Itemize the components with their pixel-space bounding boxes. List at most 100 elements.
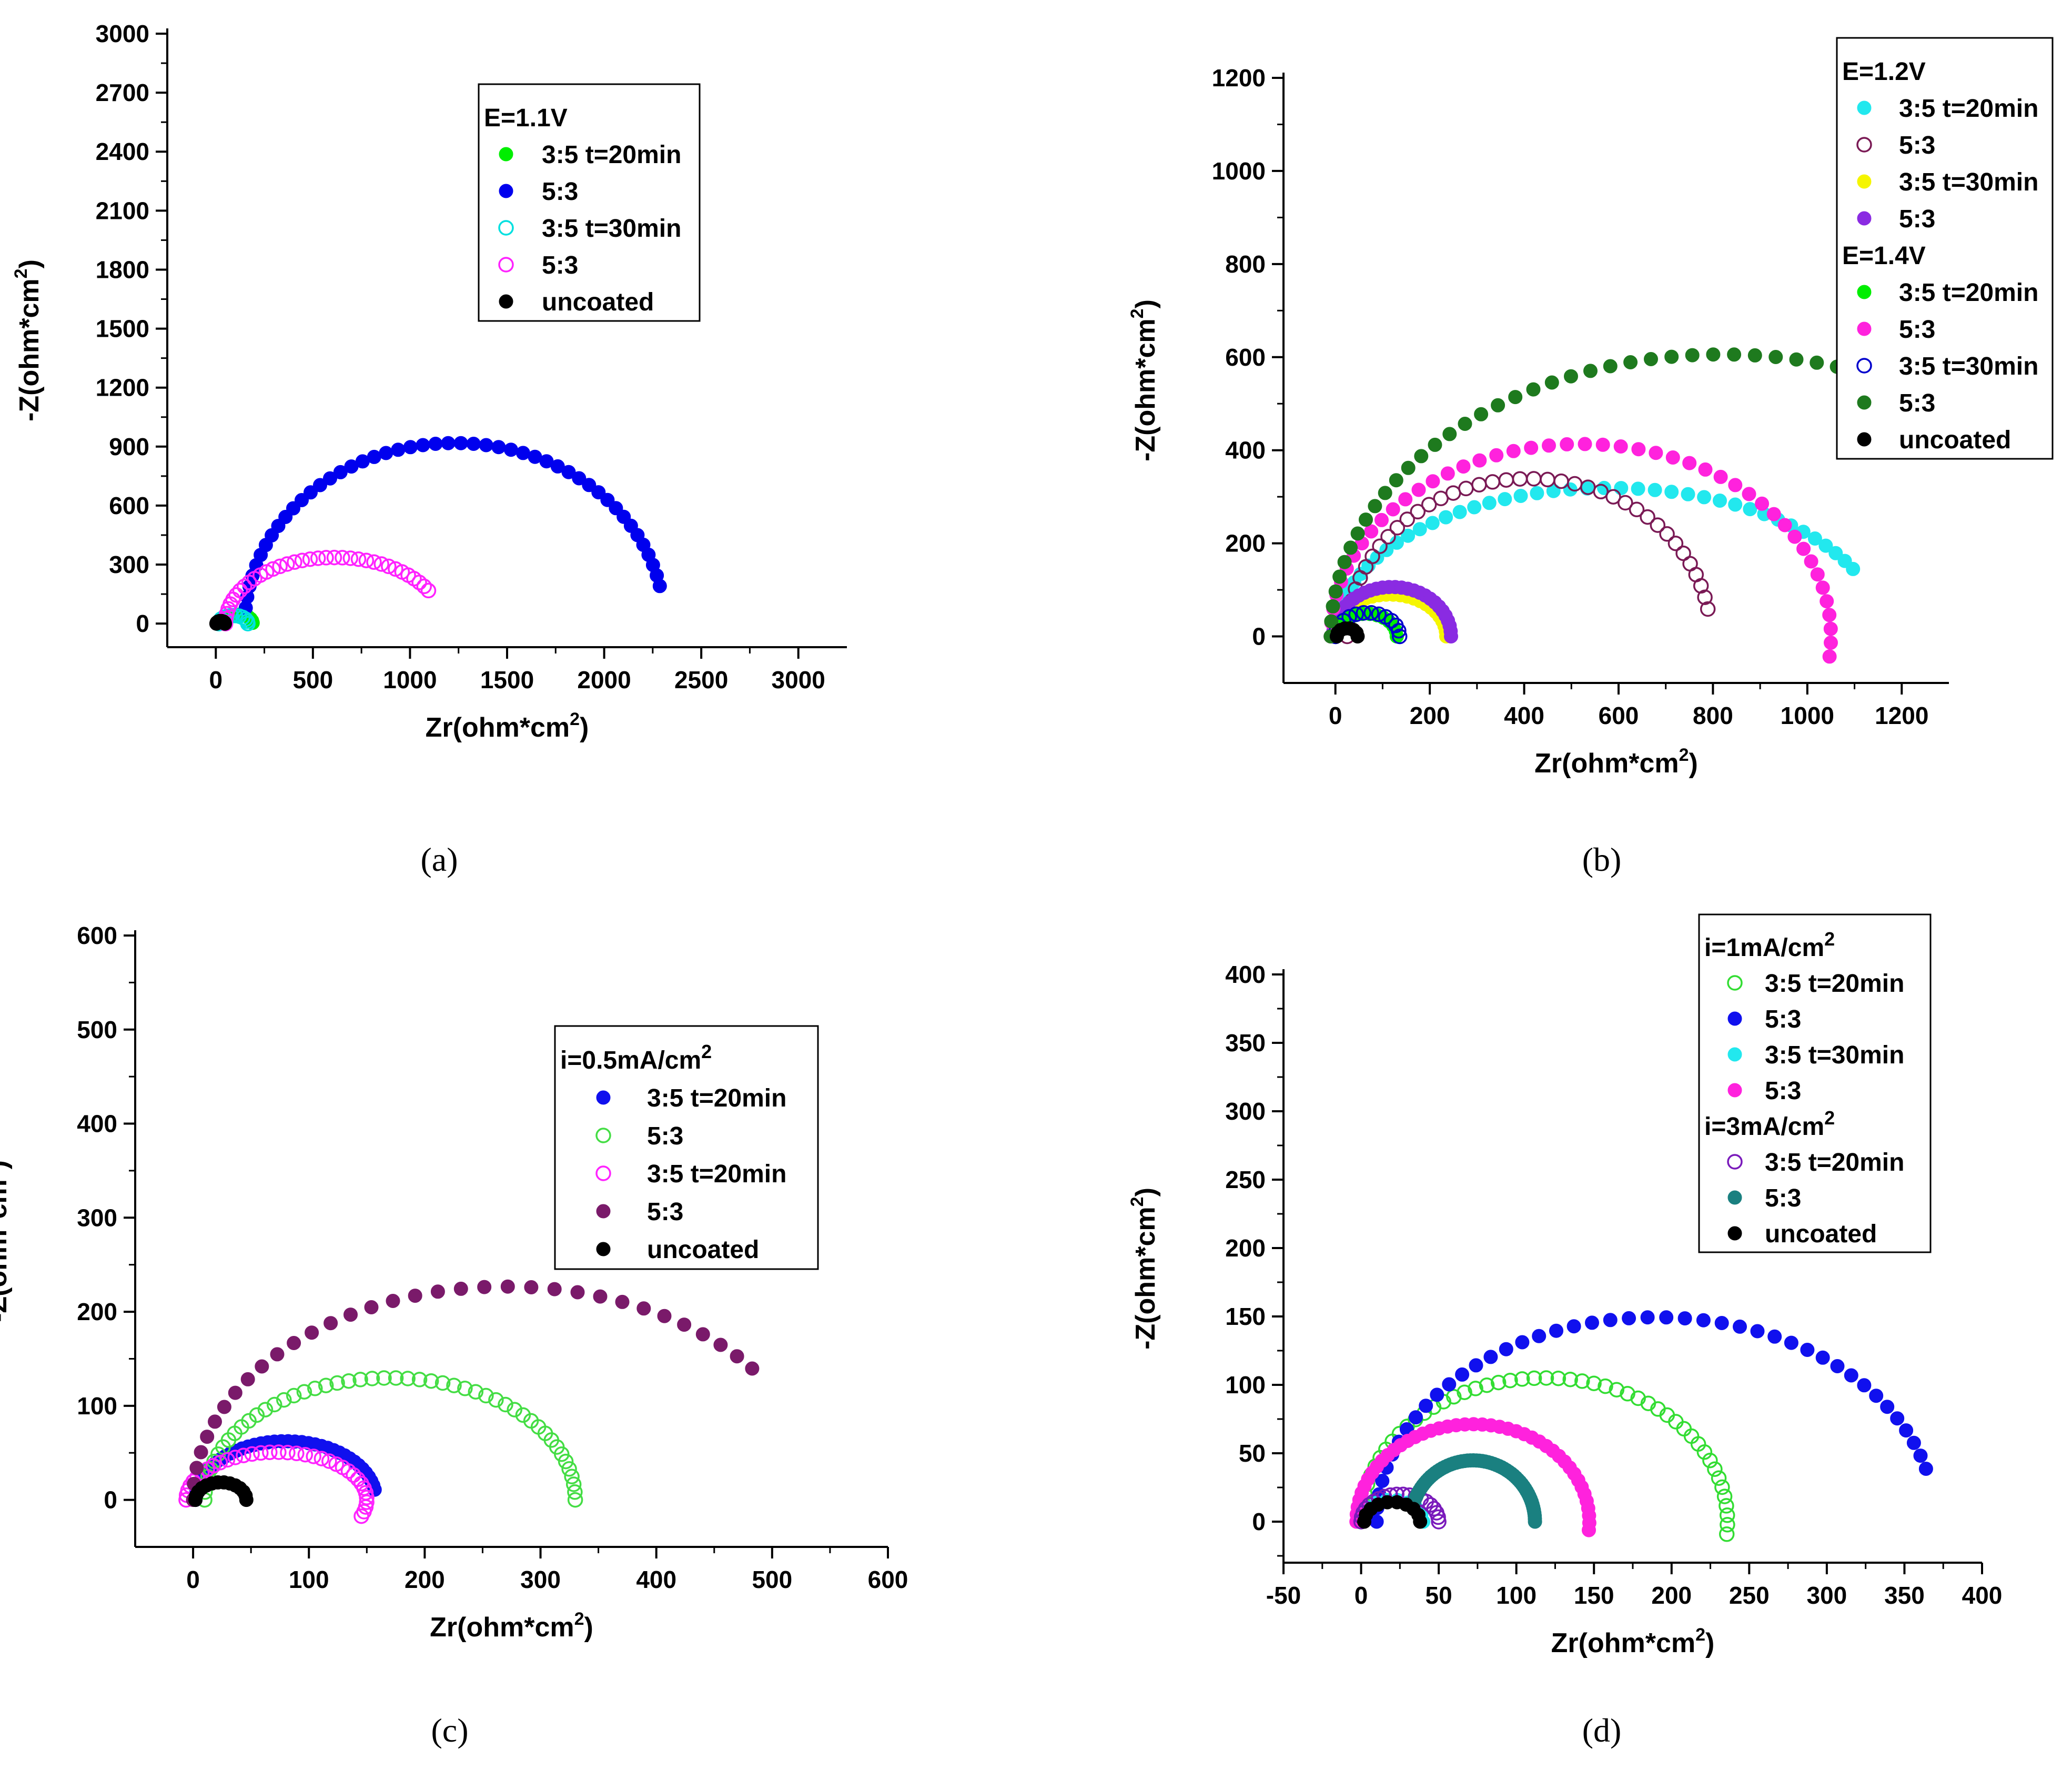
y-tick-label: 400 <box>1225 961 1266 988</box>
data-point <box>1697 589 1713 605</box>
data-point <box>416 578 432 595</box>
data-point <box>430 1284 445 1299</box>
y-axis-title: -Z(ohm*cm2) <box>1127 1188 1161 1350</box>
y-tick-label: 100 <box>1225 1371 1266 1399</box>
series-5 <box>1407 1453 1542 1529</box>
data-point <box>212 1455 228 1471</box>
data-point <box>1540 471 1555 488</box>
data-point <box>554 1446 570 1462</box>
data-point <box>307 1381 323 1396</box>
legend-marker <box>1857 174 1872 189</box>
legend-marker <box>498 220 514 236</box>
data-point <box>1682 456 1697 470</box>
data-point <box>1824 636 1838 650</box>
data-point <box>423 1373 439 1389</box>
chart-caption: (b) <box>1582 841 1622 878</box>
data-point <box>1711 1470 1727 1486</box>
data-point <box>272 558 288 575</box>
data-point <box>286 1387 302 1404</box>
legend-header-sup: 2 <box>1824 1107 1835 1129</box>
data-point <box>1586 1375 1602 1391</box>
legend-header: i=1mA/cm2 <box>1704 928 1835 962</box>
data-point <box>364 1371 380 1386</box>
data-point <box>1471 477 1487 493</box>
data-point <box>547 1282 562 1296</box>
data-point <box>1375 1474 1390 1488</box>
data-point <box>1696 1313 1711 1328</box>
y-axis-title-close: ) <box>0 1160 13 1169</box>
data-point <box>1458 417 1472 431</box>
data-point <box>1768 350 1783 364</box>
legend-label: 5:3 <box>542 252 578 279</box>
data-point <box>239 1493 254 1507</box>
y-axis-title-close: ) <box>1130 1188 1161 1196</box>
data-point <box>453 1281 468 1296</box>
y-tick-label: 3000 <box>96 20 149 47</box>
data-point <box>276 1392 292 1408</box>
legend-marker <box>498 257 514 273</box>
data-point <box>323 471 337 486</box>
data-point <box>1359 512 1373 527</box>
legend-label: 5:3 <box>1765 1077 1801 1105</box>
data-point <box>388 1370 404 1386</box>
data-point <box>1822 649 1837 664</box>
data-point <box>318 550 334 566</box>
data-point <box>558 1453 574 1470</box>
data-point <box>240 1372 255 1386</box>
chart-caption: (a) <box>420 841 458 878</box>
data-point <box>297 1446 314 1463</box>
chart-b: 0 200 400 600 800 1000 1200 0 200 400 600 800 1000 12… <box>1127 37 2054 878</box>
data-point <box>1421 497 1437 512</box>
y-tick-label: 1500 <box>96 315 149 343</box>
legend-label: 5:3 <box>1765 1005 1801 1033</box>
y-tick-label: 1200 <box>1212 64 1266 92</box>
data-point <box>1409 1410 1423 1425</box>
data-point <box>381 558 397 575</box>
data-point <box>227 1450 243 1465</box>
data-point <box>367 449 381 464</box>
data-point <box>1467 500 1482 515</box>
data-point <box>1560 437 1574 451</box>
legend-marker <box>1727 1226 1742 1241</box>
data-point <box>524 1280 539 1294</box>
data-point <box>279 556 295 572</box>
data-point <box>270 1347 285 1362</box>
data-point <box>565 1476 582 1492</box>
data-point <box>713 1337 728 1352</box>
data-point <box>1348 606 1364 622</box>
legend-marker <box>596 1242 611 1256</box>
data-point <box>1644 352 1658 366</box>
data-point <box>1544 375 1559 390</box>
x-tick-label: 0 <box>1329 702 1342 729</box>
data-point <box>1455 1367 1470 1382</box>
legend-label: uncoated <box>542 288 654 316</box>
y-tick-label: 600 <box>77 922 117 949</box>
y-axis-title: -Z(ohm*cm2) <box>0 1160 13 1322</box>
data-point <box>249 1407 265 1423</box>
data-point <box>240 616 256 631</box>
y-tick-label: 300 <box>109 551 149 578</box>
legend-marker <box>499 147 513 162</box>
y-tick-label: 1200 <box>96 374 149 401</box>
data-point <box>428 437 443 451</box>
data-point <box>1514 1371 1530 1387</box>
legend-label: 3:5 t=20min <box>1899 279 2038 307</box>
data-point <box>478 1387 494 1404</box>
data-point <box>318 1377 334 1393</box>
data-point <box>1614 481 1629 496</box>
data-point <box>241 1413 257 1429</box>
legend-label: uncoated <box>647 1236 759 1264</box>
x-tick-label: 300 <box>1807 1582 1847 1609</box>
legend-header-sup: 2 <box>701 1041 712 1062</box>
data-point <box>1713 469 1728 484</box>
x-axis-title: Zr(ohm*cm2) <box>426 709 589 743</box>
data-point <box>255 1359 269 1374</box>
y-tick-label: 300 <box>1225 1098 1266 1125</box>
data-point <box>1755 496 1770 511</box>
data-point <box>1328 584 1343 599</box>
data-point <box>1498 472 1514 488</box>
data-point <box>1508 390 1523 405</box>
data-point <box>1698 462 1713 477</box>
data-point <box>1640 1310 1655 1325</box>
x-tick-label: 200 <box>1410 702 1450 729</box>
